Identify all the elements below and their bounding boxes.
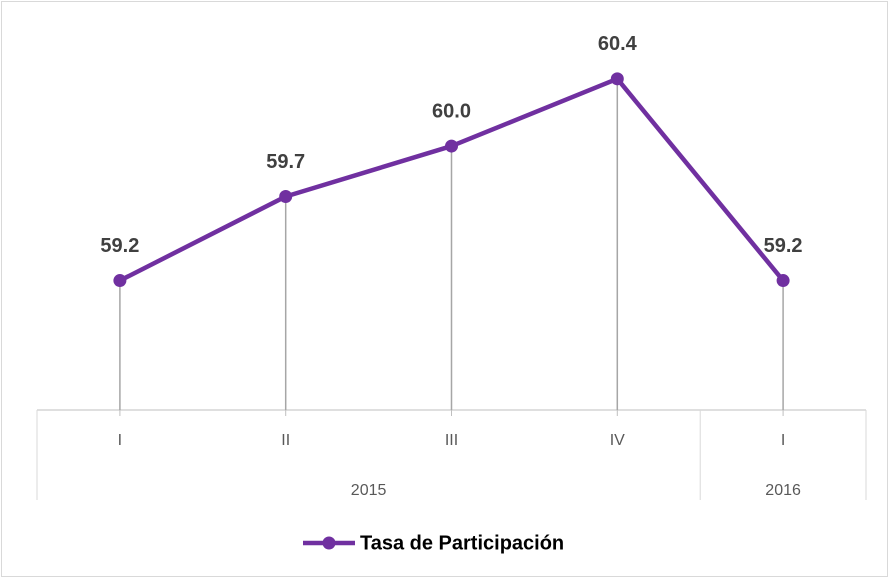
x-tick-label: I [781,432,785,449]
group-label: 2015 [351,482,387,499]
data-label: 60.0 [432,100,471,122]
legend-marker [322,536,336,550]
group-label: 2016 [765,482,801,499]
x-tick-label: II [281,432,290,449]
point [776,274,790,288]
data-label: 59.2 [764,235,803,257]
point [279,190,293,204]
point [445,139,458,153]
x-tick-label: IV [610,432,625,449]
x-tick-label: I [118,432,122,449]
data-label: 59.7 [266,151,305,173]
legend-label: Tasa de Participación [360,532,564,554]
point [113,274,127,288]
data-label: 60.4 [598,33,638,55]
data-label: 59.2 [100,235,139,257]
x-tick-label: III [445,432,458,449]
point [610,72,624,86]
